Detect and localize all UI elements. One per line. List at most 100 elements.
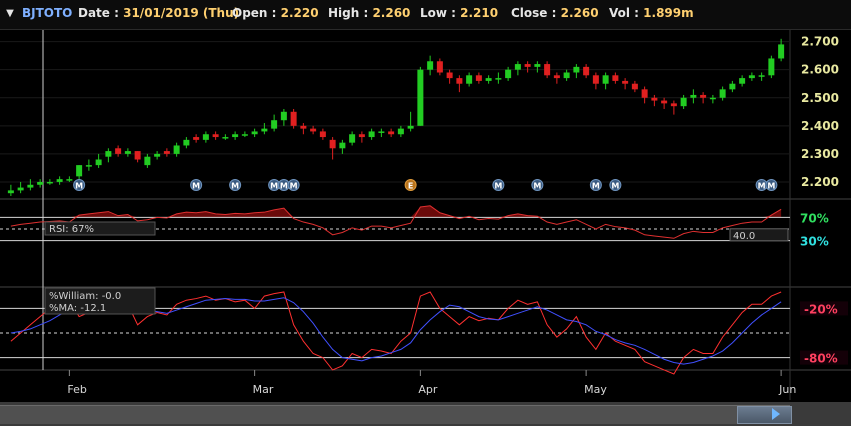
candle-body	[544, 64, 551, 76]
candle-body	[739, 78, 746, 84]
rsi-current-box	[729, 228, 789, 242]
event-marker	[765, 179, 778, 191]
candle-body	[436, 61, 443, 73]
candle-body	[495, 78, 502, 80]
event-marker	[492, 179, 505, 191]
scroll-right-arrow-icon[interactable]	[772, 408, 780, 420]
candle-body	[251, 131, 258, 135]
candle-body	[183, 139, 190, 146]
candle-body	[709, 97, 716, 100]
candle-body	[300, 125, 307, 129]
candle-body	[505, 69, 512, 79]
candle-body	[280, 111, 287, 121]
candle-body	[514, 64, 521, 70]
event-marker	[531, 179, 544, 191]
high-info: High : 2.260	[328, 6, 410, 20]
price-tick-label: 2.200	[801, 175, 839, 189]
rsi-current-value: 40.0	[733, 231, 755, 242]
close-value: 2.260	[560, 6, 599, 20]
x-axis-month-label: Apr	[418, 383, 438, 396]
menu-dropdown-icon[interactable]: ▼	[6, 8, 14, 19]
x-axis-month-label: Mar	[253, 383, 274, 396]
candle-body	[173, 145, 180, 154]
candle-body	[524, 64, 531, 67]
x-axis-month-label: May	[584, 383, 607, 396]
close-info: Close : 2.260	[511, 6, 599, 20]
event-marker-label: M	[280, 182, 288, 191]
candle-body	[670, 103, 677, 107]
rsi-level-label: 70%	[800, 211, 829, 225]
x-axis-month-label: Jun	[778, 383, 796, 396]
candle-body	[612, 75, 619, 81]
scroll-track[interactable]	[0, 405, 790, 424]
event-marker-label: M	[758, 182, 766, 191]
candle-body	[134, 151, 141, 160]
candle-body	[573, 66, 580, 73]
volume-info: Vol : 1.899m	[609, 6, 694, 20]
event-marker-label: M	[231, 182, 239, 191]
candle-body	[124, 151, 131, 154]
candle-body	[680, 97, 687, 107]
wr-level-label-bg	[800, 350, 848, 365]
candle-body	[202, 134, 209, 140]
candle-body	[378, 131, 385, 133]
event-marker-label: M	[75, 182, 83, 191]
candle-body	[553, 75, 560, 79]
date-info: Date : 31/01/2019 (Thu)	[78, 6, 239, 20]
candle-body	[485, 78, 492, 81]
rsi-series-line	[10, 205, 782, 239]
candle-body	[534, 64, 541, 67]
date-label: Date :	[78, 6, 119, 20]
candle-body	[661, 100, 668, 104]
candle-body	[388, 131, 395, 135]
rsi-overbought-area	[10, 205, 782, 218]
ticker-symbol[interactable]: BJTOTO	[22, 6, 73, 20]
candle-body	[46, 181, 53, 184]
candle-body	[631, 83, 638, 90]
candle-body	[602, 75, 609, 84]
event-marker-label: M	[494, 182, 502, 191]
x-axis-month-label: Feb	[67, 383, 86, 396]
williams-series-line	[10, 291, 782, 375]
candle-body	[446, 72, 453, 79]
candle-body	[651, 97, 658, 101]
candle-body	[290, 111, 297, 126]
candle-body	[475, 75, 482, 81]
candle-body	[193, 137, 200, 140]
rsi-legend-box	[44, 221, 156, 236]
candle-body	[397, 128, 404, 135]
event-marker	[589, 179, 602, 191]
candle-body	[115, 148, 122, 154]
scroll-thumb[interactable]	[737, 406, 792, 424]
plot-background	[0, 30, 790, 370]
wr-level-label-bg	[800, 301, 848, 316]
candle-body	[358, 134, 365, 138]
event-marker-label: M	[592, 182, 600, 191]
candle-body	[95, 159, 102, 166]
candle-body	[456, 78, 463, 84]
event-marker	[609, 179, 622, 191]
event-marker	[190, 179, 203, 191]
candle-body	[349, 134, 356, 143]
horizontal-scrollbar[interactable]	[0, 402, 851, 426]
volume-label: Vol :	[609, 6, 639, 20]
open-value: 2.220	[280, 6, 319, 20]
candle-body	[163, 151, 170, 154]
event-marker-label: M	[533, 182, 541, 191]
header-bar: ▼ BJTOTO Date : 31/01/2019 (Thu) Open : …	[0, 0, 851, 30]
candle-body	[700, 94, 707, 98]
event-marker-label: M	[270, 182, 278, 191]
high-value: 2.260	[372, 6, 411, 20]
candle-body	[27, 184, 34, 188]
candle-body	[690, 94, 697, 98]
event-marker-label: M	[611, 182, 619, 191]
candle-body	[271, 120, 278, 129]
candle-body	[622, 80, 629, 84]
price-tick-label: 2.300	[801, 147, 839, 161]
price-tick-label: 2.700	[801, 35, 839, 49]
candle-body	[319, 131, 326, 138]
rsi-level-label: 30%	[800, 235, 829, 249]
low-value: 2.210	[460, 6, 499, 20]
candle-body	[417, 69, 424, 126]
